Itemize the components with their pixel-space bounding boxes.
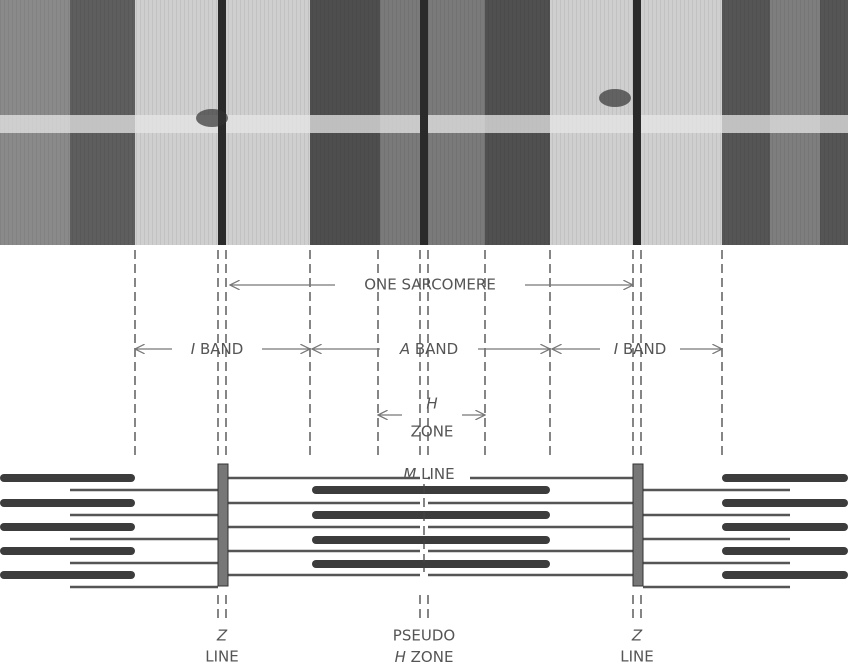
thick-filament xyxy=(722,523,848,531)
thick-filament xyxy=(312,486,550,494)
i-band-label: I BAND xyxy=(614,340,667,358)
guide-lines xyxy=(134,250,723,622)
thick-filament xyxy=(722,571,848,579)
z-line-word: LINE xyxy=(205,648,238,666)
a-band-label: A BAND xyxy=(399,340,458,358)
label-bg xyxy=(430,464,470,484)
z-line-letter: Z xyxy=(631,627,643,645)
m-line-label: M LINE xyxy=(403,465,454,483)
thick-filament xyxy=(722,474,848,482)
micrograph xyxy=(0,0,848,245)
z-line-word: LINE xyxy=(620,648,653,666)
thick-filament xyxy=(0,523,135,531)
thick-filament xyxy=(0,474,135,482)
thick-filament xyxy=(722,499,848,507)
thick-filament xyxy=(312,560,550,568)
thick-filament xyxy=(0,571,135,579)
thick-filament xyxy=(722,547,848,555)
i-band-label: I BAND xyxy=(191,340,244,358)
h-zone-word: ZONE xyxy=(411,423,454,441)
arrows xyxy=(135,285,722,415)
thick-filament xyxy=(312,536,550,544)
pseudo-h-zone-label: H ZONE xyxy=(395,648,454,666)
z-line-letter: Z xyxy=(216,627,228,645)
z-disc xyxy=(632,463,644,587)
h-zone-letter: H xyxy=(426,395,437,413)
thick-filament xyxy=(0,499,135,507)
thick-filament xyxy=(0,547,135,555)
pseudo-label: PSEUDO xyxy=(393,627,455,645)
z-disc xyxy=(217,463,229,587)
filaments xyxy=(0,463,848,589)
sarcomere-label: ONE SARCOMERE xyxy=(364,276,496,294)
thick-filament xyxy=(312,511,550,519)
